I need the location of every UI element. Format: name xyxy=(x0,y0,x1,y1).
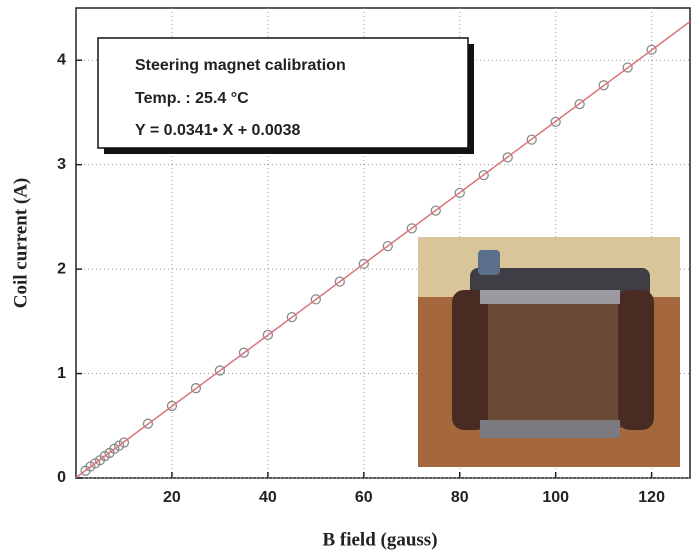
data-point xyxy=(262,329,274,341)
annotation-box: Steering magnet calibration Temp. : 25.4… xyxy=(97,37,474,154)
data-point xyxy=(454,187,465,199)
plot-frame xyxy=(75,7,691,479)
x-tick-label: 20 xyxy=(163,489,181,506)
y-tick-label: 2 xyxy=(57,260,66,277)
x-tick-label: 40 xyxy=(259,489,277,506)
y-tick-label: 1 xyxy=(57,365,66,382)
data-point xyxy=(358,258,369,270)
x-tick-label: 60 xyxy=(355,489,373,506)
y-tick-label: 3 xyxy=(57,156,66,173)
annotation: Temp. : 25.4 °C xyxy=(135,90,249,107)
data-point xyxy=(214,365,226,376)
plot-area: 20 40 60 80 100 120 0 1 2 3 4 xyxy=(57,7,691,506)
data-point xyxy=(430,205,441,216)
data-point xyxy=(118,437,130,448)
x-tick-label: 100 xyxy=(542,489,569,506)
x-tick-label: 80 xyxy=(451,489,469,506)
data-point xyxy=(334,276,345,287)
x-axis-label: B field (gauss) xyxy=(322,529,437,550)
data-point xyxy=(478,169,489,181)
data-point xyxy=(286,312,298,323)
data-point xyxy=(406,223,417,234)
y-tick-label: 0 xyxy=(57,469,66,486)
data-point xyxy=(574,98,585,110)
y-tick-label: 4 xyxy=(57,51,66,68)
data-point xyxy=(142,418,154,429)
data-point xyxy=(382,240,393,252)
data-point xyxy=(238,347,250,358)
annotation: Steering magnet calibration xyxy=(135,57,346,74)
data-point xyxy=(310,294,321,305)
data-point xyxy=(190,383,202,394)
inset-photo xyxy=(418,237,680,467)
data-point xyxy=(550,116,561,127)
data-point xyxy=(598,80,609,91)
data-point xyxy=(526,134,537,145)
data-point xyxy=(622,62,633,73)
data-point xyxy=(646,44,657,55)
y-axis-label: Coil current (A) xyxy=(10,178,31,309)
data-point xyxy=(166,400,178,412)
data-point xyxy=(502,152,513,163)
x-tick-label: 120 xyxy=(638,489,665,506)
fit-line xyxy=(75,20,691,479)
annotation: Y = 0.0341• X + 0.0038 xyxy=(135,122,301,139)
